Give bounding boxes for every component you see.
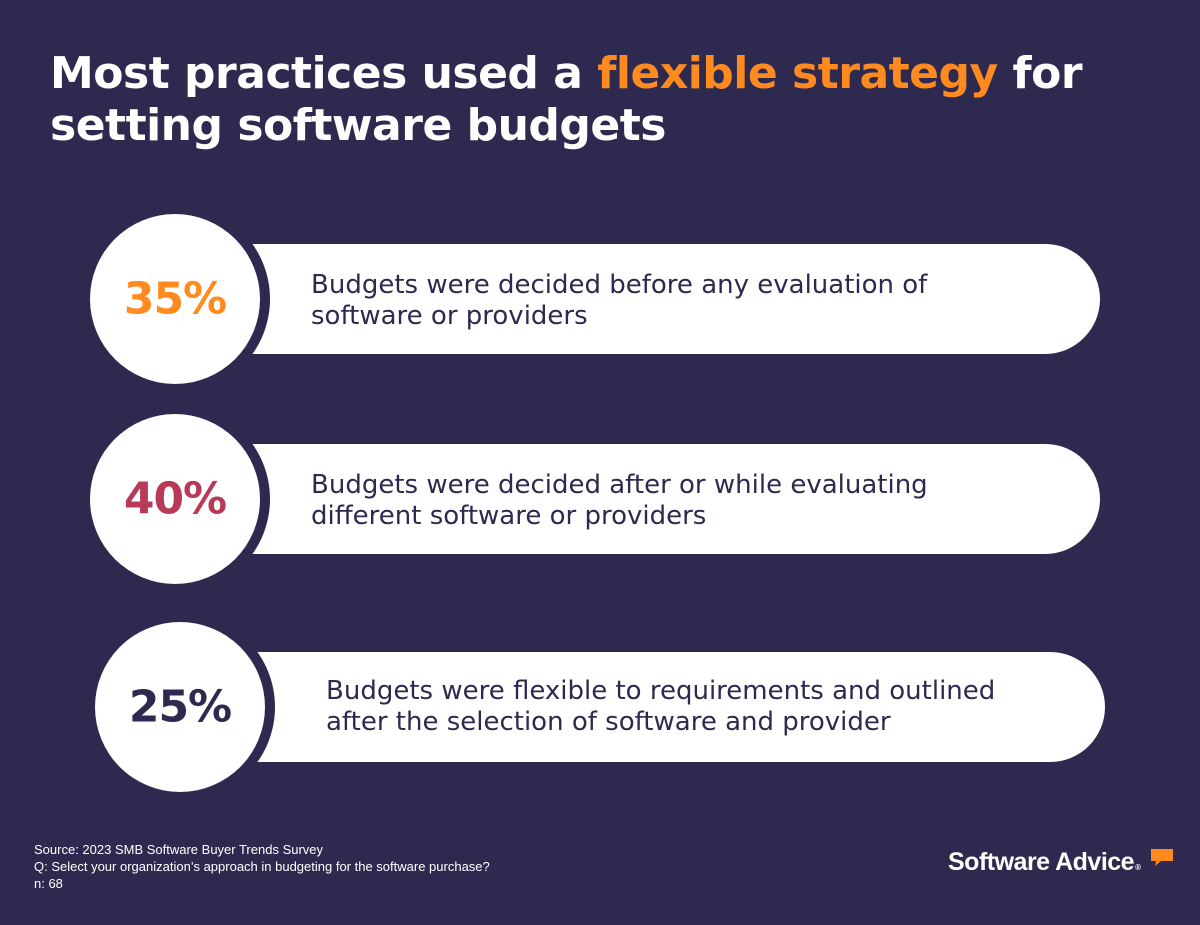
stat-card — [250, 244, 1100, 354]
stat-description: Budgets were decided before any evaluati… — [311, 270, 928, 331]
percent-circle: 25% — [95, 622, 265, 792]
brand-logo: Software Advice® — [948, 848, 1141, 877]
speech-bubble-icon — [1151, 849, 1173, 866]
percent-value: 25% — [128, 681, 232, 733]
stat-description: Budgets were flexible to requirements an… — [326, 676, 996, 737]
percent-circle: 40% — [90, 414, 260, 584]
percent-value: 40% — [123, 473, 227, 525]
question-line: Q: Select your organization’s approach i… — [34, 859, 490, 874]
stat-card — [250, 444, 1100, 554]
sample-size: n: 68 — [34, 876, 63, 891]
stat-row-during-evaluation: 40% Budgets were decided after or while … — [0, 414, 1200, 594]
stat-row-after-selection: 25% Budgets were flexible to requirement… — [0, 622, 1200, 802]
brand-registered-mark: ® — [1135, 863, 1141, 872]
percent-circle: 35% — [90, 214, 260, 384]
title-highlight: flexible strategy — [597, 48, 998, 99]
source-note: Source: 2023 SMB Software Buyer Trends S… — [34, 841, 490, 892]
title-text-after: for setting software budgets — [50, 48, 1083, 151]
page-title: Most practices used a flexible strategy … — [50, 48, 1150, 152]
percent-value: 35% — [123, 273, 227, 325]
stat-card — [255, 652, 1105, 762]
stat-description: Budgets were decided after or while eval… — [311, 470, 928, 531]
source-line: Source: 2023 SMB Software Buyer Trends S… — [34, 842, 324, 857]
title-text-before: Most practices used a — [50, 48, 598, 99]
brand-name: Software Advice — [948, 848, 1135, 876]
stat-row-before-evaluation: 35% Budgets were decided before any eval… — [0, 214, 1200, 394]
